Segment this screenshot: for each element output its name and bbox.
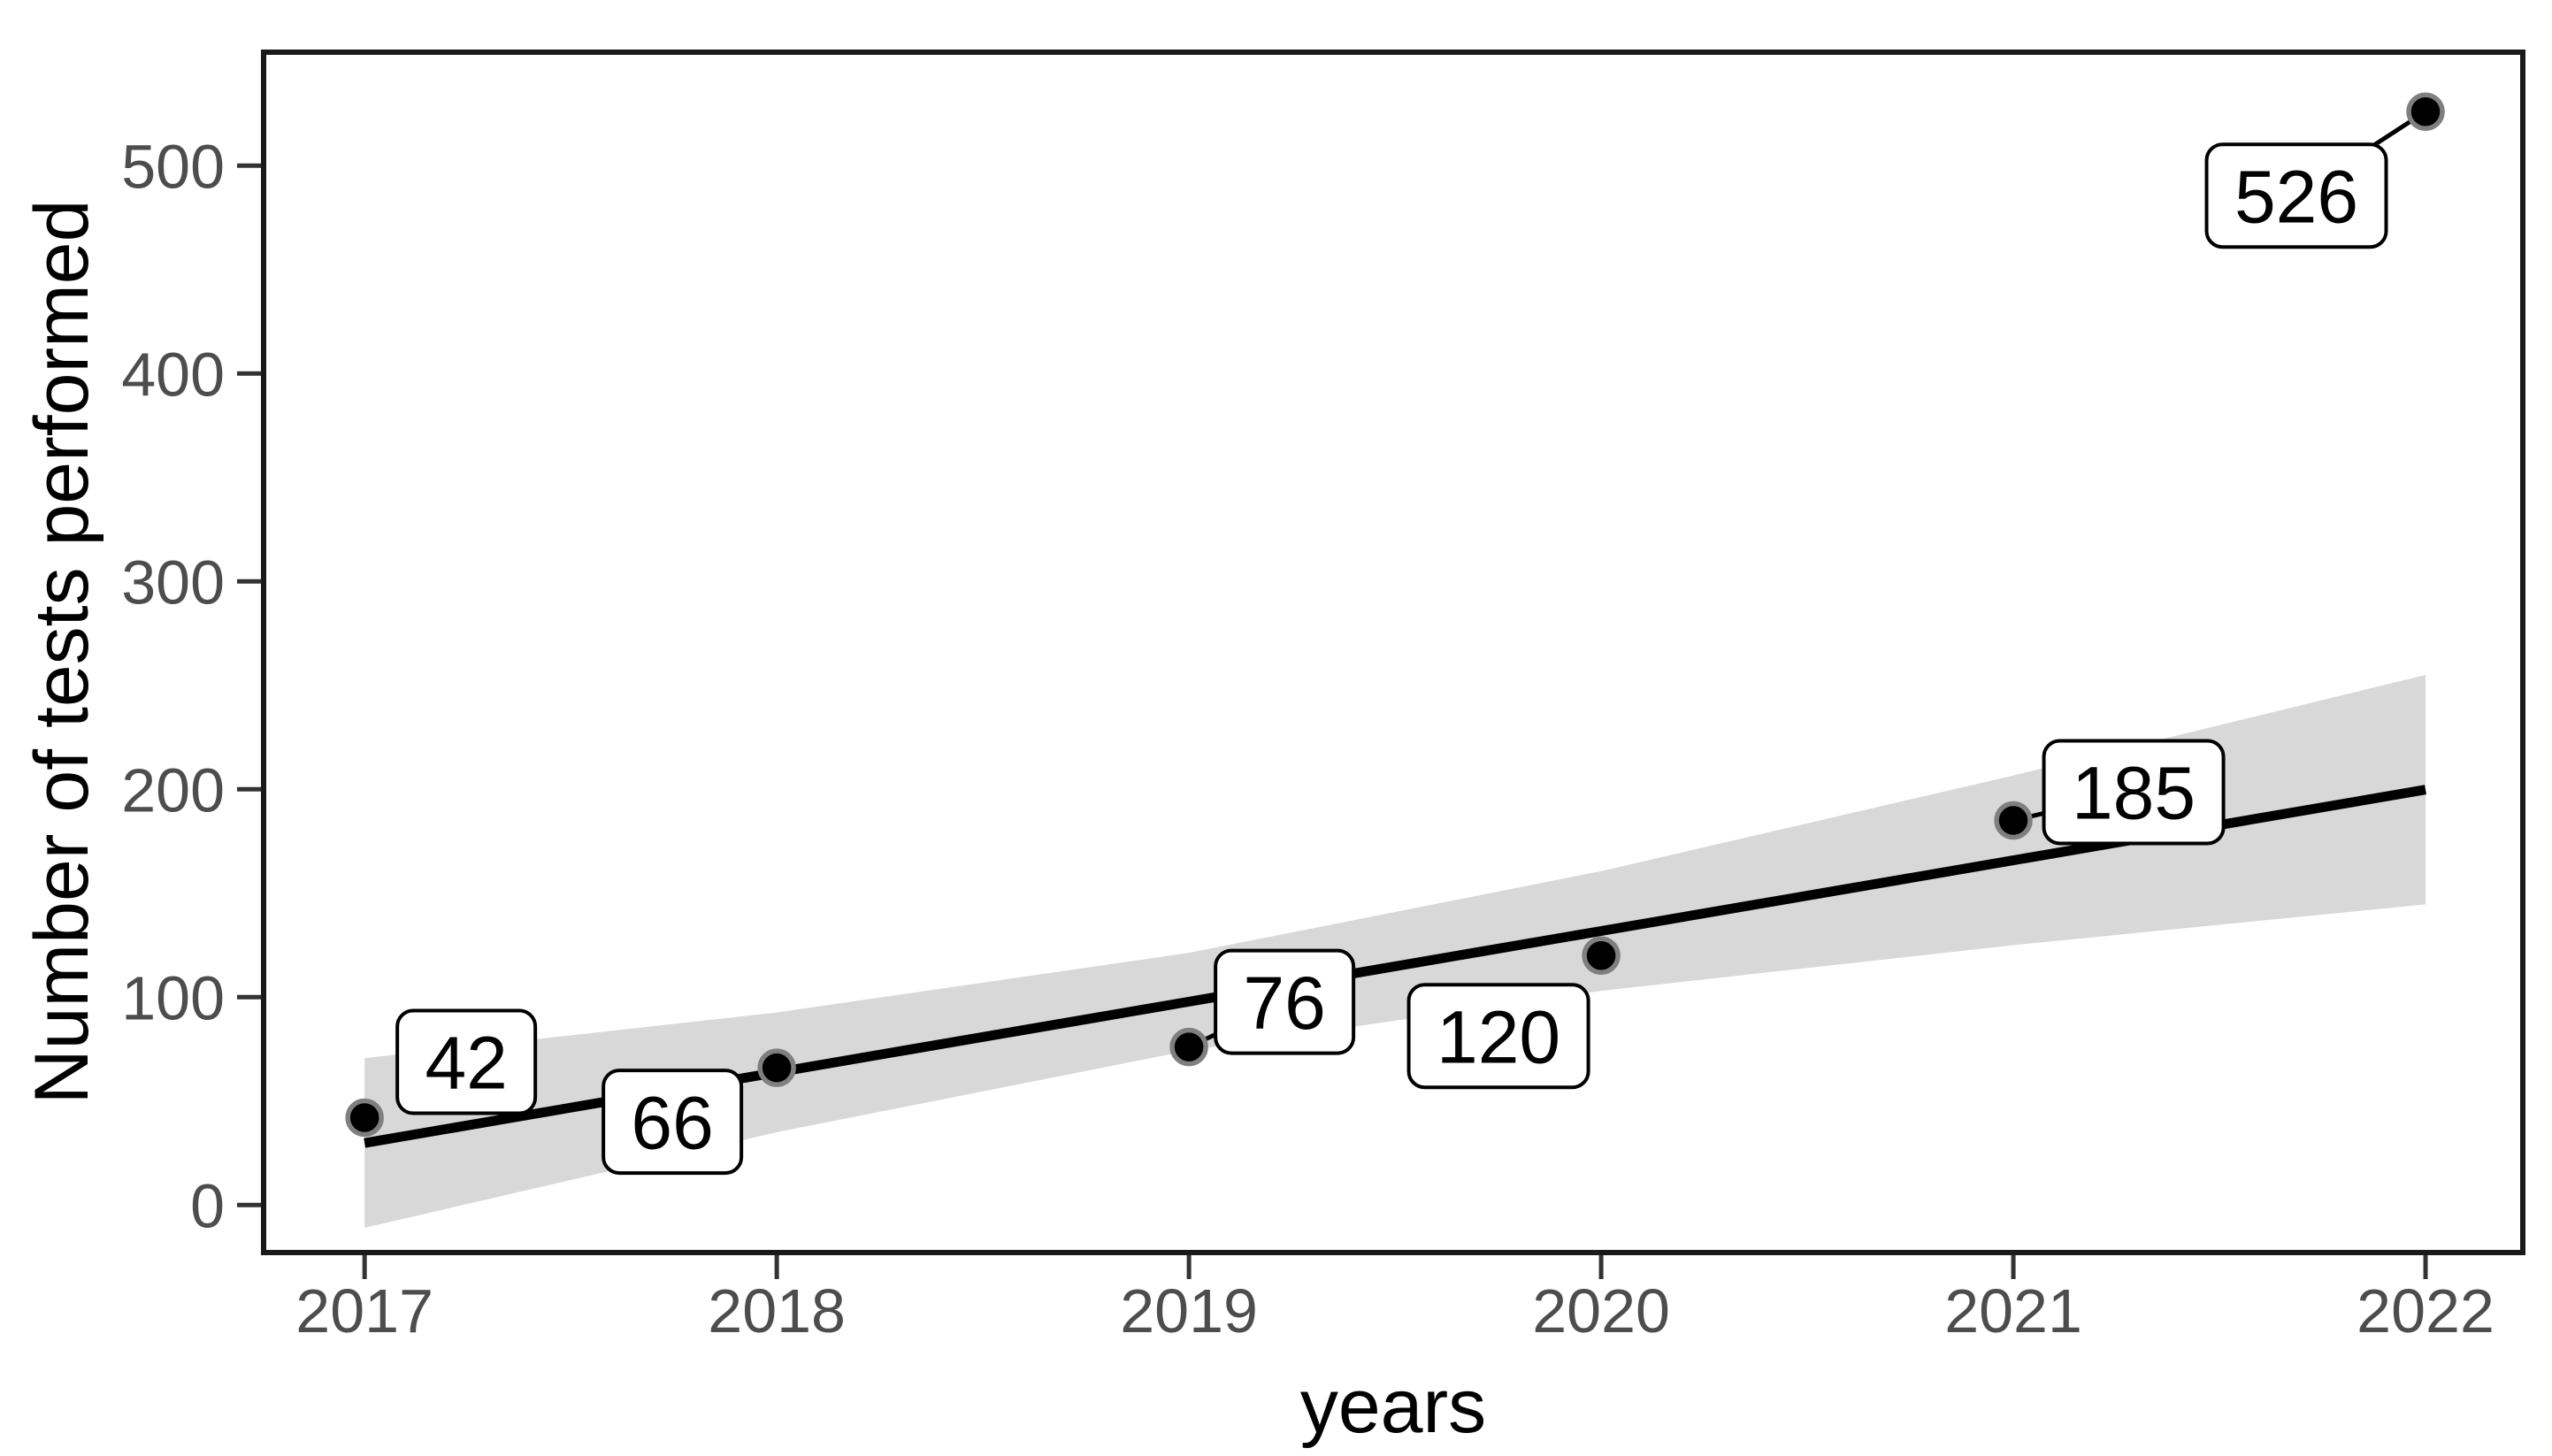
x-axis-title: years bbox=[1299, 1364, 1487, 1449]
x-tick-label: 2019 bbox=[1120, 1276, 1258, 1345]
data-point bbox=[345, 1098, 384, 1138]
data-label-text: 42 bbox=[425, 1022, 507, 1105]
data-point bbox=[1582, 936, 1621, 975]
panel-border bbox=[261, 50, 2525, 1255]
y-tick-label: 100 bbox=[121, 963, 225, 1032]
data-label-box bbox=[2204, 142, 2388, 249]
data-label-text: 526 bbox=[2234, 155, 2358, 238]
data-point bbox=[1994, 801, 2033, 840]
x-tick-label: 2021 bbox=[1944, 1276, 2082, 1345]
confidence-band bbox=[364, 674, 2426, 1229]
x-tick-label: 2020 bbox=[1532, 1276, 1670, 1345]
data-point bbox=[1169, 1027, 1208, 1067]
y-axis-title: Number of tests performed bbox=[19, 199, 104, 1105]
data-point bbox=[757, 1048, 796, 1087]
x-tick-label: 2022 bbox=[2357, 1276, 2495, 1345]
data-label-box bbox=[2042, 739, 2226, 846]
data-point bbox=[2406, 92, 2445, 131]
x-tick-label: 2018 bbox=[708, 1276, 846, 1345]
y-tick-label: 300 bbox=[121, 548, 225, 617]
data-label-text: 185 bbox=[2072, 752, 2196, 835]
data-label-box bbox=[1406, 983, 1590, 1090]
data-label-box bbox=[602, 1069, 744, 1176]
data-label-box bbox=[395, 1008, 538, 1115]
y-tick-label: 500 bbox=[121, 132, 225, 201]
y-tick-label: 0 bbox=[190, 1171, 225, 1240]
data-label-text: 120 bbox=[1437, 995, 1560, 1078]
data-label-text: 66 bbox=[631, 1081, 713, 1164]
y-tick-label: 400 bbox=[121, 340, 225, 409]
y-tick-label: 200 bbox=[121, 755, 225, 824]
data-label-box bbox=[1214, 948, 1356, 1055]
data-label-text: 76 bbox=[1243, 962, 1325, 1045]
x-tick-label: 2017 bbox=[295, 1276, 433, 1345]
